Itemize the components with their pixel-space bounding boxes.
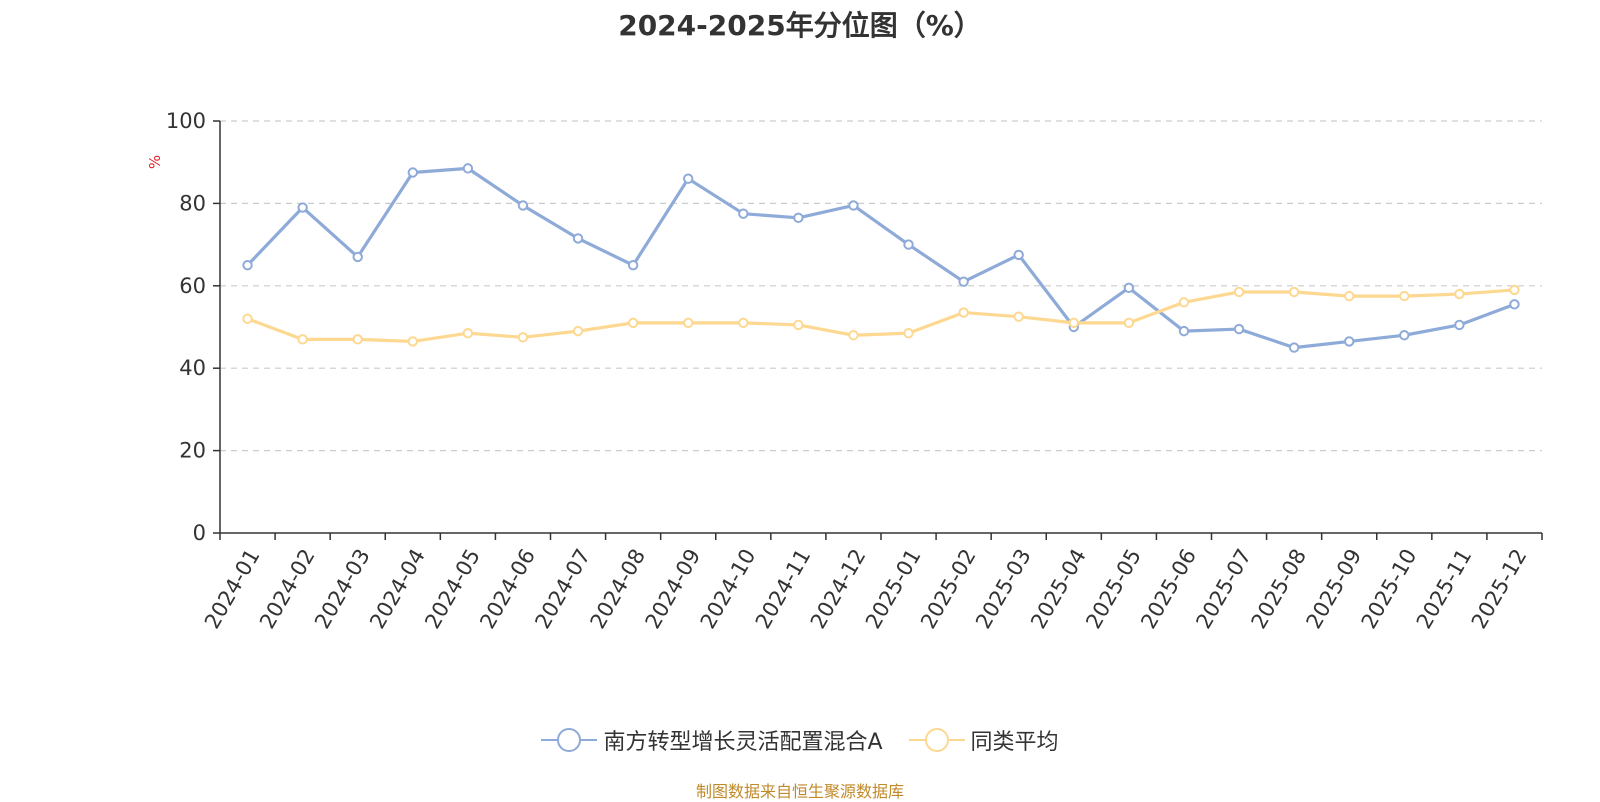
- data-point-series-1[interactable]: [1178, 297, 1190, 308]
- data-source-note: 制图数据来自恒生聚源数据库: [695, 782, 904, 801]
- data-point-series-1[interactable]: [1344, 290, 1355, 302]
- y-tick-label: 20: [179, 439, 206, 463]
- axes: 0204060801002024-012024-022024-032024-04…: [166, 109, 1543, 633]
- data-point-series-1[interactable]: [683, 317, 694, 329]
- data-point-series-0[interactable]: [242, 260, 253, 271]
- data-point-series-0[interactable]: [1233, 323, 1245, 335]
- data-point-series-0[interactable]: [407, 167, 418, 178]
- data-point-series-1[interactable]: [352, 334, 363, 345]
- data-point-series-0[interactable]: [738, 208, 749, 219]
- data-point-series-0[interactable]: [1454, 319, 1465, 331]
- legend-label-average: 同类平均: [970, 730, 1059, 755]
- data-point-series-0[interactable]: [1013, 249, 1024, 261]
- data-point-series-0[interactable]: [958, 276, 969, 287]
- legend: 南方转型增长灵活配置混合A 同类平均: [0, 720, 1600, 760]
- data-point-series-1[interactable]: [517, 332, 529, 343]
- data-point-series-1[interactable]: [958, 307, 969, 318]
- y-tick-label: 60: [179, 274, 206, 298]
- data-point-series-0[interactable]: [1288, 342, 1300, 353]
- data-point-series-0[interactable]: [297, 202, 308, 213]
- legend-item-average[interactable]: 同类平均: [908, 724, 1059, 756]
- data-point-series-1[interactable]: [793, 319, 804, 331]
- y-tick-label: 100: [166, 109, 206, 133]
- legend-item-fund[interactable]: 南方转型增长灵活配置混合A: [541, 724, 883, 756]
- data-point-series-1[interactable]: [848, 330, 859, 341]
- series-line-1: [245, 288, 1517, 344]
- y-tick-label: 0: [193, 521, 206, 545]
- data-point-series-0[interactable]: [1178, 325, 1190, 337]
- y-tick-label: 40: [179, 356, 206, 380]
- data-point-series-0[interactable]: [1344, 336, 1355, 347]
- legend-swatch-average: [908, 728, 965, 752]
- data-point-series-0[interactable]: [793, 212, 804, 224]
- series-group: [242, 163, 1520, 353]
- data-point-series-0[interactable]: [572, 233, 584, 244]
- line-chart: 0204060801002024-012024-022024-032024-04…: [146, 109, 1543, 633]
- data-point-series-1[interactable]: [462, 327, 474, 339]
- data-point-series-1[interactable]: [407, 336, 418, 347]
- data-point-series-0[interactable]: [627, 260, 639, 271]
- data-point-series-0[interactable]: [683, 173, 694, 184]
- data-point-series-1[interactable]: [738, 317, 749, 329]
- series-line-0: [245, 166, 1517, 350]
- data-point-series-1[interactable]: [572, 325, 584, 337]
- x-tick-label: 2025-12: [1467, 545, 1532, 633]
- data-point-series-1[interactable]: [1123, 317, 1135, 329]
- data-point-series-1[interactable]: [1068, 317, 1079, 329]
- legend-label-fund: 南方转型增长灵活配置混合A: [603, 730, 883, 755]
- data-point-series-1[interactable]: [1454, 288, 1465, 300]
- data-point-series-0[interactable]: [1399, 330, 1410, 341]
- data-point-series-1[interactable]: [1233, 286, 1245, 298]
- data-point-series-1[interactable]: [627, 317, 639, 329]
- data-point-series-0[interactable]: [517, 200, 529, 211]
- data-point-series-1[interactable]: [903, 327, 914, 339]
- y-axis-label: %: [146, 155, 164, 169]
- data-point-series-0[interactable]: [848, 200, 859, 211]
- data-point-series-1[interactable]: [1509, 284, 1520, 296]
- data-point-series-1[interactable]: [1288, 286, 1300, 298]
- grid-lines: [220, 120, 1542, 452]
- data-point-series-1[interactable]: [242, 313, 253, 324]
- data-point-series-1[interactable]: [1013, 311, 1024, 322]
- legend-swatch-fund: [541, 728, 598, 752]
- data-point-series-0[interactable]: [462, 163, 474, 174]
- data-point-series-0[interactable]: [1509, 299, 1520, 310]
- data-point-series-1[interactable]: [297, 334, 308, 345]
- data-point-series-1[interactable]: [1399, 290, 1410, 302]
- y-tick-label: 80: [179, 191, 206, 215]
- data-point-series-0[interactable]: [903, 239, 914, 250]
- chart-title: 2024-2025年分位图（%）: [618, 9, 982, 42]
- data-point-series-0[interactable]: [352, 251, 363, 263]
- data-point-series-0[interactable]: [1123, 282, 1135, 294]
